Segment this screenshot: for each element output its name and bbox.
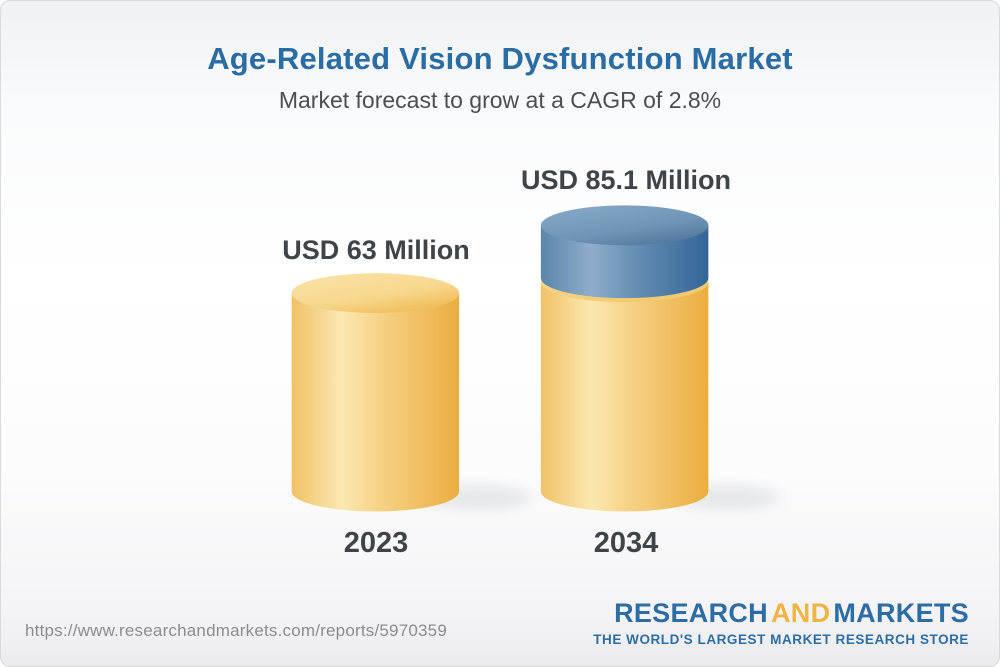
axis-label-2034: 2034 [593, 527, 659, 559]
chart-subtitle: Market forecast to grow at a CAGR of 2.8… [278, 87, 722, 113]
axis-label-2023: 2023 [343, 527, 409, 559]
report-url: https://www.researchandmarkets.com/repor… [25, 621, 447, 640]
cylinder-2034-base [540, 262, 709, 512]
logo-word-research: RESEARCH [614, 598, 768, 628]
logo-word-and: AND [770, 598, 831, 628]
value-label-2034: USD 85.1 Million [520, 165, 732, 195]
logo-wordmark: RESEARCH AND MARKETS [593, 600, 969, 627]
cylinder-2034-growth [540, 205, 709, 299]
logo-word-markets: MARKETS [833, 598, 969, 628]
research-and-markets-logo: RESEARCH AND MARKETS THE WORLD'S LARGEST M… [593, 600, 969, 647]
cylinder-2023 [291, 273, 460, 512]
value-label-2023: USD 63 Million [282, 235, 470, 265]
chart-title: Age-Related Vision Dysfunction Market [207, 41, 793, 76]
logo-tagline: THE WORLD'S LARGEST MARKET RESEARCH STOR… [593, 632, 969, 647]
